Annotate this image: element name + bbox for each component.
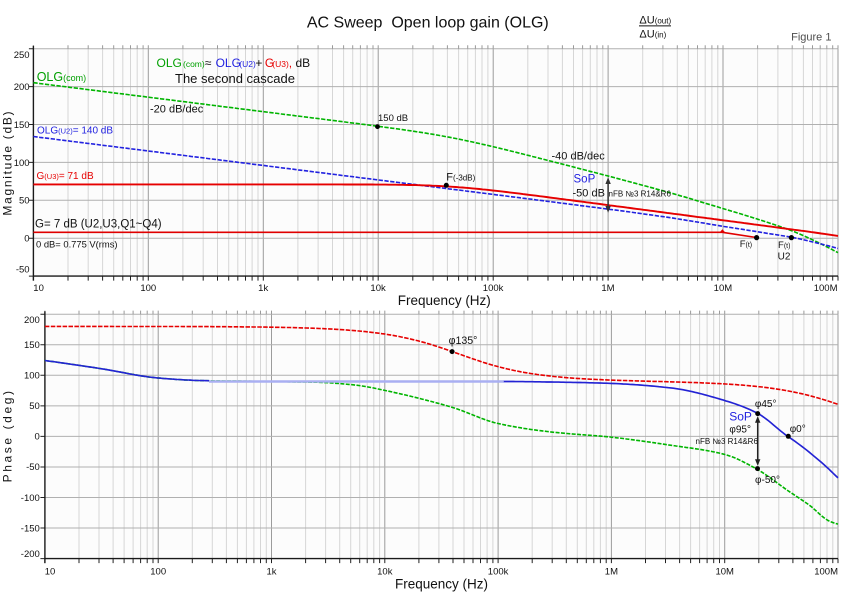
svg-text:OLG(U2)= 140 dB: OLG(U2)= 140 dB [37, 126, 113, 137]
svg-text:-200: -200 [21, 549, 40, 560]
svg-text:1M: 1M [605, 566, 618, 577]
svg-text:φ-50°: φ-50° [755, 475, 780, 486]
svg-text:0 dB= 0.775 V(rms): 0 dB= 0.775 V(rms) [36, 239, 118, 250]
svg-text:100: 100 [14, 158, 30, 169]
svg-text:-50: -50 [16, 265, 30, 276]
svg-text:The second cascade: The second cascade [175, 71, 295, 86]
svg-text:φ135°: φ135° [449, 335, 478, 347]
svg-text:10M: 10M [715, 566, 734, 577]
svg-text:1k: 1k [266, 566, 276, 577]
svg-text:G= 7 dB (U2,U3,Q1~Q4): G= 7 dB (U2,U3,Q1~Q4) [35, 219, 162, 231]
svg-text:0: 0 [24, 234, 29, 245]
svg-text:Frequency (Hz): Frequency (Hz) [398, 293, 491, 308]
svg-text:φ45°: φ45° [755, 399, 777, 410]
svg-text:F(-3dB): F(-3dB) [446, 171, 475, 183]
svg-text:-150: -150 [21, 523, 40, 534]
svg-text:U2: U2 [778, 251, 791, 262]
svg-text:ΔU(in): ΔU(in) [639, 28, 666, 40]
svg-text:nFB №3 R14&R6: nFB №3 R14&R6 [696, 437, 759, 446]
svg-text:1M: 1M [601, 283, 614, 294]
svg-text:nFB №3 R14&R6: nFB №3 R14&R6 [609, 190, 672, 199]
svg-text:100: 100 [24, 371, 40, 382]
svg-text:100k: 100k [483, 283, 504, 294]
svg-text:Phase (deg): Phase (deg) [0, 388, 14, 482]
svg-text:50: 50 [19, 196, 30, 207]
svg-text:200: 200 [24, 315, 40, 326]
svg-text:0: 0 [35, 432, 40, 443]
svg-text:-20 dB/dec: -20 dB/dec [150, 103, 204, 115]
svg-text:SoP: SoP [729, 410, 752, 424]
svg-text:AC Sweep Open loop gain (OLG): AC Sweep Open loop gain (OLG) [307, 14, 549, 31]
svg-text:OLG(com): OLG(com) [37, 70, 86, 84]
svg-text:Magnitude (dB): Magnitude (dB) [0, 110, 14, 216]
svg-text:φ0°: φ0° [790, 424, 806, 435]
svg-text:150 dB: 150 dB [378, 113, 408, 124]
svg-text:-40 dB/dec: -40 dB/dec [552, 150, 606, 162]
svg-text:10: 10 [33, 283, 44, 294]
svg-text:-100: -100 [21, 493, 40, 504]
svg-text:250: 250 [14, 50, 30, 61]
svg-text:100: 100 [150, 566, 166, 577]
svg-text:SoP: SoP [574, 174, 596, 186]
svg-text:G(U3)= 71 dB: G(U3)= 71 dB [37, 171, 94, 182]
svg-text:φ95°: φ95° [729, 424, 751, 435]
svg-text:50: 50 [29, 401, 40, 412]
svg-text:ΔU(out): ΔU(out) [639, 15, 671, 27]
svg-text:150: 150 [14, 120, 30, 131]
svg-text:10k: 10k [377, 566, 393, 577]
svg-text:OLG(com)≈OLG(U2)+G(U3),dB: OLG(com)≈ OLG(U2)+ G(U3), dB [157, 56, 311, 70]
svg-text:Frequency (Hz): Frequency (Hz) [395, 577, 488, 592]
svg-text:100M: 100M [814, 566, 838, 577]
svg-text:Figure 1: Figure 1 [791, 32, 831, 44]
svg-text:150: 150 [24, 340, 40, 351]
svg-text:100k: 100k [488, 566, 509, 577]
svg-text:100: 100 [140, 283, 156, 294]
svg-text:F(t): F(t) [740, 239, 752, 250]
svg-text:10: 10 [45, 566, 56, 577]
svg-text:200: 200 [14, 82, 30, 93]
svg-text:10k: 10k [370, 283, 386, 294]
svg-text:F(t): F(t) [778, 240, 790, 251]
svg-text:-50 dB: -50 dB [573, 187, 605, 199]
svg-text:1k: 1k [258, 283, 268, 294]
svg-text:10M: 10M [714, 283, 733, 294]
svg-text:-50: -50 [26, 462, 40, 473]
svg-text:100M: 100M [814, 283, 838, 294]
